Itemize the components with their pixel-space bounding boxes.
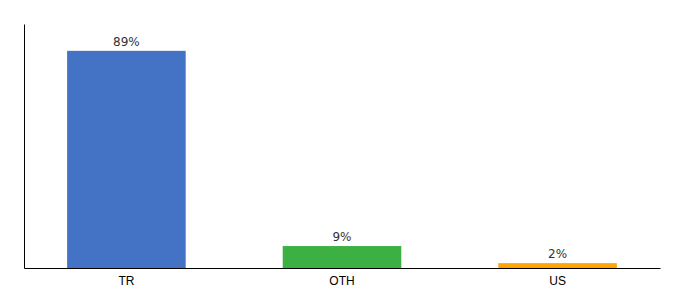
x-tick: US <box>549 268 566 288</box>
data-label: 89% <box>113 35 140 49</box>
bars <box>67 51 617 268</box>
plot: TR OTH US 89% 9% 2% <box>25 25 661 288</box>
y-axis <box>24 25 25 269</box>
x-tick-label: TR <box>118 274 134 288</box>
y-axis-line <box>24 25 25 269</box>
x-axis-line <box>25 268 661 269</box>
data-label: 2% <box>548 247 567 261</box>
bar <box>498 263 617 268</box>
bar <box>67 51 186 268</box>
data-label: 9% <box>332 230 351 244</box>
data-labels: 89% 9% 2% <box>113 35 567 261</box>
x-tick: TR <box>118 268 134 288</box>
bar <box>283 246 402 268</box>
x-axis: TR OTH US <box>25 268 661 288</box>
chart: TR OTH US 89% 9% 2% <box>0 0 680 300</box>
x-tick-label: OTH <box>329 274 354 288</box>
x-tick: OTH <box>329 268 354 288</box>
x-tick-label: US <box>549 274 566 288</box>
